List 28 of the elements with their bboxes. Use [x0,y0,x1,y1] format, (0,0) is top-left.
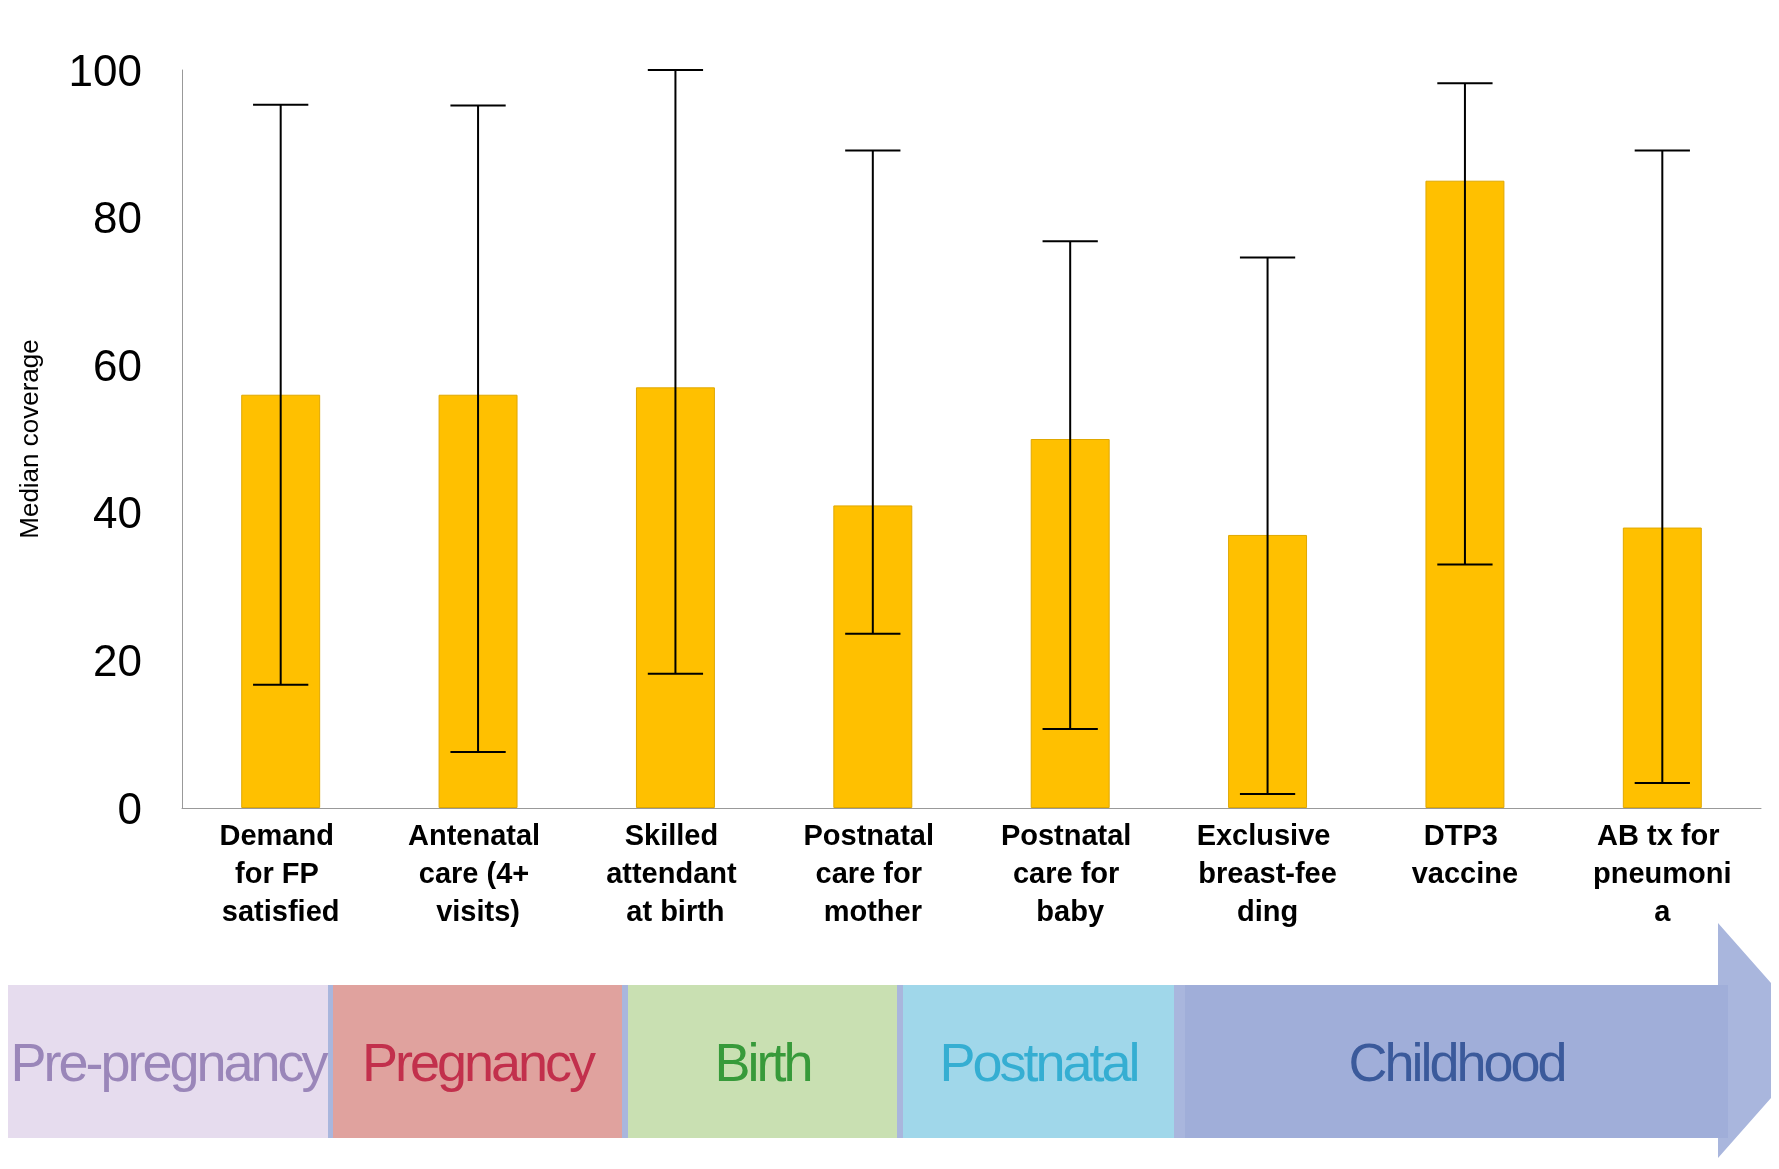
y-axis-title: Median coverage [14,339,44,539]
text: Childhood [1348,1030,1565,1093]
bar [1622,527,1702,808]
y-tick-label: 60 [93,340,142,390]
bar [635,387,715,808]
bar [833,505,913,808]
x-tick-label: Postnatal care for baby [1000,819,1140,927]
x-tick-label: DTP3 vaccine [1411,819,1519,889]
bar [1228,534,1308,808]
x-tick-label: Demand for FP satisfied [219,819,342,927]
y-tick-label: 80 [93,193,142,243]
y-tick-label: 0 [117,783,142,833]
bar [1030,439,1110,808]
y-tick-label: 20 [93,635,142,685]
x-tick-label: Skilled attendant at birth [606,819,745,927]
y-tick-label: 40 [93,488,142,538]
bar [1425,180,1505,808]
bar [241,394,321,808]
x-tick-label: Exclusive breast-feeding [1196,819,1339,927]
text: Birth [714,1030,811,1093]
text: Pre-pregnancy [10,1030,326,1093]
y-tick-label: 100 [68,45,142,95]
x-tick-label: AB tx for pneumonia [1593,819,1732,927]
x-tick-label: Postnatal care for mother [803,819,943,927]
text: Postnatal [939,1030,1138,1093]
bar [438,394,518,808]
text: Pregnancy [361,1030,594,1093]
x-tick-label: Antenatal care (4+ visits) [407,819,549,927]
